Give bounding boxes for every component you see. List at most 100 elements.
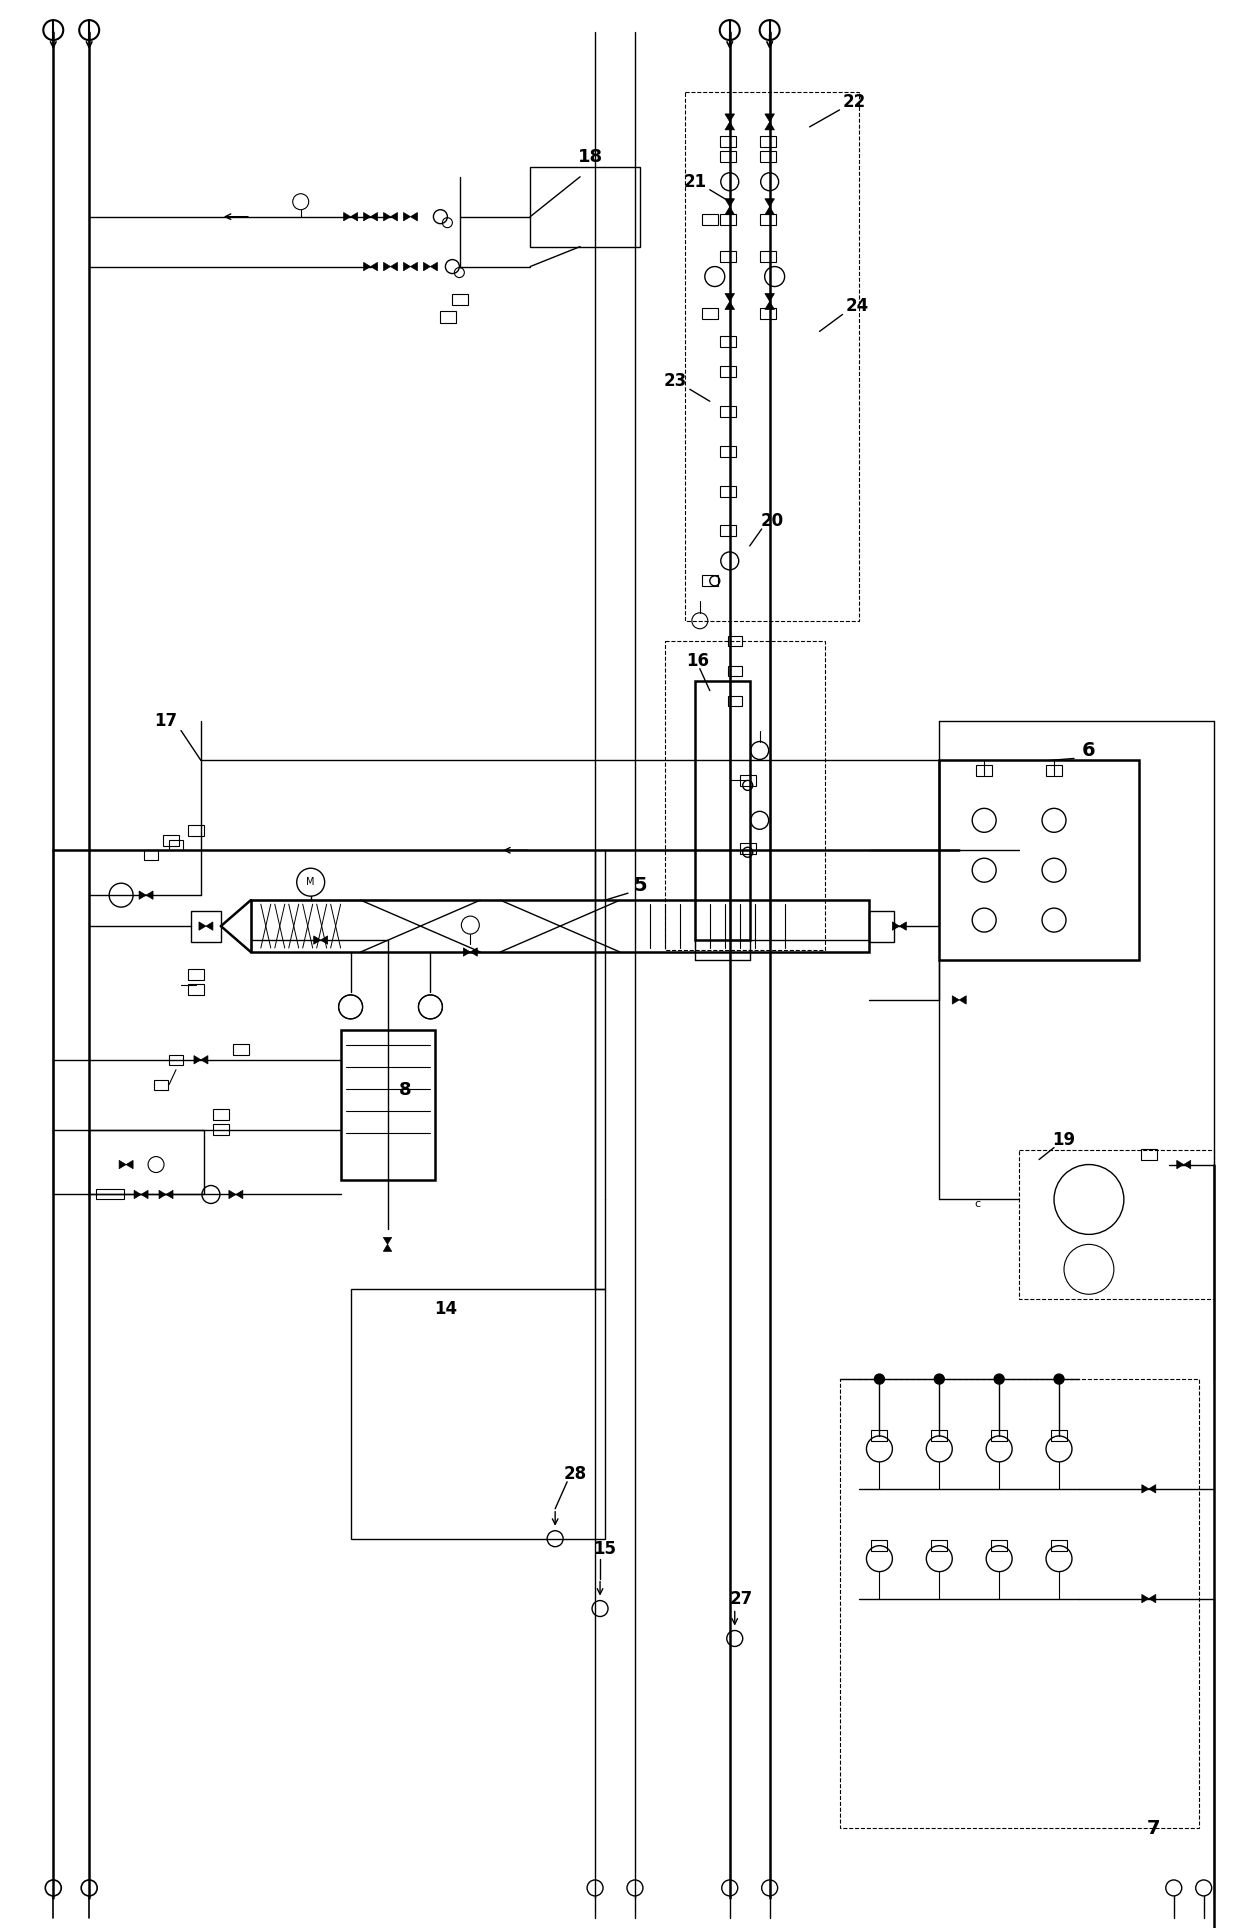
Text: 16: 16	[686, 652, 709, 670]
Polygon shape	[206, 923, 213, 930]
Circle shape	[934, 1374, 945, 1384]
Polygon shape	[765, 207, 775, 214]
Bar	[694, 681, 750, 940]
Bar	[719, 251, 735, 262]
Bar	[162, 836, 179, 845]
Polygon shape	[1184, 1160, 1190, 1170]
Bar	[89, 1129, 203, 1195]
Polygon shape	[383, 1245, 392, 1251]
Polygon shape	[198, 923, 206, 930]
Polygon shape	[893, 923, 899, 930]
Polygon shape	[1142, 1484, 1148, 1494]
Bar	[839, 1380, 1199, 1828]
Polygon shape	[166, 1191, 174, 1199]
Bar	[440, 311, 456, 324]
Bar	[351, 1289, 605, 1538]
Bar	[728, 695, 742, 706]
Bar	[760, 251, 776, 262]
Bar	[1141, 1148, 1157, 1160]
Text: 28: 28	[563, 1465, 587, 1482]
Polygon shape	[236, 1191, 243, 1199]
Polygon shape	[363, 262, 371, 270]
Polygon shape	[765, 122, 775, 129]
Bar	[976, 764, 992, 776]
Polygon shape	[403, 262, 410, 270]
Polygon shape	[134, 1191, 141, 1199]
Bar	[931, 1540, 947, 1552]
Polygon shape	[430, 262, 438, 270]
Polygon shape	[725, 293, 734, 301]
Polygon shape	[146, 892, 153, 899]
Polygon shape	[383, 212, 391, 220]
Polygon shape	[765, 199, 775, 207]
Bar	[1019, 1150, 1214, 1299]
Bar	[233, 1044, 249, 1056]
Bar	[191, 911, 221, 942]
Bar	[719, 446, 735, 457]
Text: c: c	[975, 1199, 981, 1210]
Bar	[719, 486, 735, 496]
Bar	[991, 1540, 1007, 1552]
Bar	[213, 1110, 229, 1119]
Polygon shape	[193, 1056, 201, 1063]
Polygon shape	[765, 301, 775, 309]
Bar	[1052, 1540, 1066, 1552]
Bar	[188, 969, 203, 980]
Polygon shape	[371, 262, 377, 270]
Polygon shape	[363, 212, 371, 220]
Bar	[740, 843, 755, 853]
Polygon shape	[410, 262, 418, 270]
Polygon shape	[960, 996, 966, 1004]
Polygon shape	[403, 212, 410, 220]
Polygon shape	[314, 936, 321, 944]
Circle shape	[994, 1374, 1004, 1384]
Polygon shape	[201, 1056, 208, 1063]
Polygon shape	[725, 301, 734, 309]
Polygon shape	[899, 923, 906, 930]
Text: 19: 19	[1053, 1131, 1075, 1148]
Polygon shape	[765, 293, 775, 301]
Bar	[760, 309, 776, 318]
Text: 18: 18	[578, 149, 603, 166]
Polygon shape	[371, 212, 377, 220]
Bar	[719, 151, 735, 162]
Circle shape	[1054, 1374, 1064, 1384]
Bar	[719, 525, 735, 537]
Polygon shape	[470, 948, 477, 955]
Text: 7: 7	[1147, 1818, 1161, 1837]
Polygon shape	[141, 1191, 148, 1199]
Polygon shape	[410, 212, 418, 220]
Polygon shape	[383, 262, 391, 270]
Bar	[188, 984, 203, 996]
Polygon shape	[1148, 1484, 1156, 1494]
Text: 22: 22	[843, 93, 866, 110]
Polygon shape	[725, 199, 734, 207]
Polygon shape	[725, 122, 734, 129]
Polygon shape	[952, 996, 960, 1004]
Bar	[728, 635, 742, 647]
Polygon shape	[391, 212, 398, 220]
Bar	[760, 214, 776, 226]
Bar	[872, 1540, 888, 1552]
Polygon shape	[126, 1160, 133, 1170]
Polygon shape	[139, 892, 146, 899]
Bar	[869, 911, 894, 942]
Text: 23: 23	[663, 372, 687, 390]
Polygon shape	[765, 114, 775, 122]
Bar	[1052, 1430, 1066, 1442]
Circle shape	[874, 1374, 884, 1384]
Text: M: M	[306, 878, 315, 888]
Polygon shape	[464, 948, 470, 955]
Bar	[702, 214, 718, 226]
Polygon shape	[343, 212, 351, 220]
Bar	[341, 1031, 435, 1179]
Polygon shape	[725, 207, 734, 214]
Polygon shape	[391, 262, 398, 270]
Bar	[1047, 764, 1061, 776]
Text: 14: 14	[434, 1301, 458, 1318]
Text: 8: 8	[399, 1081, 412, 1098]
Bar	[154, 1079, 167, 1090]
Polygon shape	[725, 114, 734, 122]
Bar	[97, 1189, 124, 1199]
Bar	[760, 151, 776, 162]
